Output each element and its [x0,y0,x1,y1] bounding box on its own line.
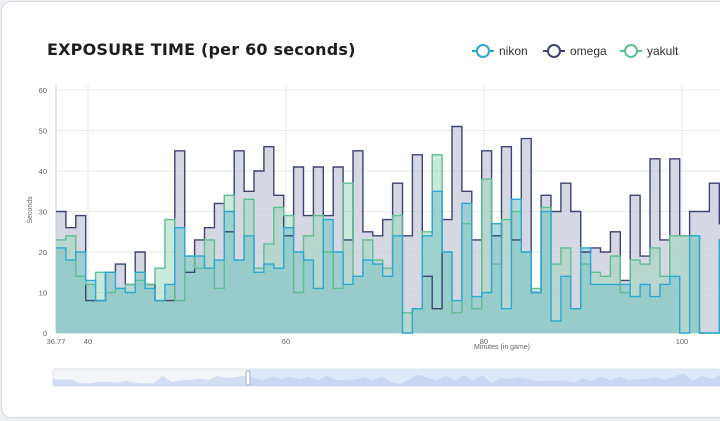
series-group [56,125,720,334]
series-line-nikon [56,190,720,334]
legend-label-yakult: yakult [647,44,679,58]
y-tick-label: 10 [39,289,47,298]
zoom-slider[interactable] [52,368,720,387]
y-tick-label: 40 [39,167,47,176]
legend-marker-nikon-icon [472,44,494,58]
y-tick-label: 60 [39,86,47,95]
y-tick-label: 50 [39,127,47,136]
x-tick-label: 36.77 [47,337,66,346]
x-axis-title: Minutes (in game) [474,344,530,351]
legend-item-nikon[interactable]: nikon [472,42,528,60]
x-tick-label: 80 [480,337,488,346]
y-tick-label: 30 [39,208,47,217]
legend-item-yakult[interactable]: yakult [620,42,678,60]
y-axis-title: Seconds [27,196,34,224]
legend-item-omega[interactable]: omega [543,42,607,60]
x-tick-label: 60 [282,337,290,346]
x-tick-label: 40 [84,337,92,346]
series-area-nikon [56,191,720,333]
y-tick-label: 20 [39,248,47,257]
y-tick-label: 0 [43,329,47,338]
legend-label-nikon: nikon [499,44,528,58]
chart-title: EXPOSURE TIME (per 60 seconds) [47,40,356,59]
zoom-slider-handle[interactable] [245,370,251,386]
legend-label-omega: omega [570,44,607,58]
x-tick-label: 100 [676,337,689,346]
zoom-slider-sparkline [53,373,720,386]
legend-marker-yakult-icon [620,44,642,58]
legend-marker-omega-icon [543,44,565,58]
